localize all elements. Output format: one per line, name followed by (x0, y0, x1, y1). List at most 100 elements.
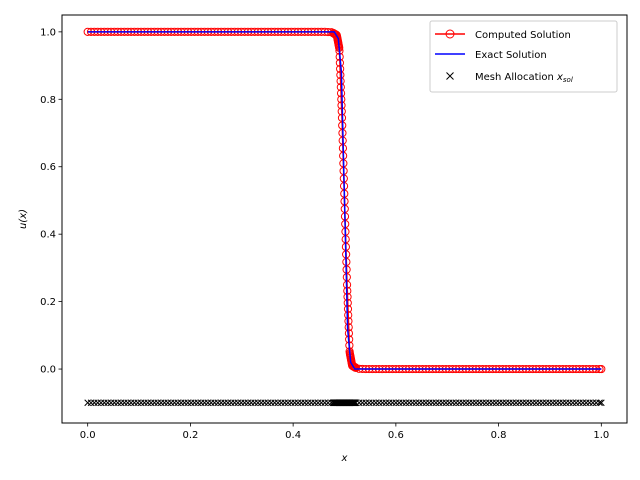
mesh-allocation-marker (536, 399, 543, 407)
mesh-allocation-marker (419, 399, 426, 407)
mesh-allocation-marker (385, 399, 393, 407)
mesh-allocation-marker (234, 399, 242, 407)
mesh-allocation-marker (314, 399, 322, 407)
computed-solution-marker (336, 70, 345, 80)
mesh-allocation-marker (539, 399, 547, 407)
mesh-allocation-marker (496, 399, 503, 407)
computed-solution-marker (344, 323, 353, 332)
legend-box (429, 20, 618, 93)
mesh-allocation-marker (164, 399, 172, 407)
mesh-allocation-marker (472, 399, 480, 407)
mesh-allocation-marker (399, 399, 406, 407)
mesh-allocation-marker (177, 399, 185, 407)
mesh-allocation-marker (151, 399, 158, 407)
mesh-allocation-marker (201, 399, 208, 407)
mesh-allocation-marker (442, 399, 450, 407)
mesh-allocation-marker (579, 399, 587, 407)
mesh-allocation-marker (586, 399, 593, 407)
mesh-allocation-marker (254, 399, 262, 407)
mesh-allocation-marker (566, 399, 573, 407)
mesh-allocation-marker (412, 399, 420, 407)
mesh-allocation-marker (479, 399, 487, 407)
computed-solution-marker (336, 76, 345, 86)
mesh-allocation-marker (91, 399, 98, 407)
mesh-allocation-marker (435, 399, 443, 407)
mesh-allocation-marker (559, 399, 567, 407)
mesh-allocation-marker (465, 399, 473, 407)
mesh-allocation-marker (101, 399, 108, 407)
mesh-allocation-marker (131, 399, 138, 407)
mesh-allocation-marker (264, 399, 272, 407)
mesh-allocation-marker (124, 399, 132, 407)
mesh-allocation-marker (389, 399, 396, 407)
mesh-allocation-marker (194, 399, 202, 407)
y-axis-label: u(x) (18, 209, 29, 229)
mesh-allocation-marker (556, 399, 563, 407)
mesh-allocation-marker (365, 399, 373, 407)
x-tick-label: 0.2 (182, 430, 198, 441)
mesh-allocation-marker (459, 399, 466, 407)
mesh-allocation-marker (127, 399, 135, 407)
mesh-allocation-marker (512, 399, 520, 407)
mesh-allocation-marker (572, 399, 580, 407)
mesh-allocation-marker (287, 399, 295, 407)
mesh-allocation-marker (516, 399, 523, 407)
y-tick-label: 0.4 (40, 230, 56, 241)
mesh-allocation-marker (589, 399, 597, 407)
mesh-allocation-marker (304, 399, 312, 407)
y-tick-label: 1.0 (40, 27, 56, 38)
mesh-allocation-marker (529, 399, 537, 407)
mesh-allocation-marker (134, 399, 142, 407)
mesh-allocation-marker (94, 399, 102, 407)
y-tick-label: 0.6 (40, 162, 56, 173)
mesh-allocation-marker (462, 399, 470, 407)
mesh-allocation-marker (97, 399, 105, 407)
mesh-allocation-marker (84, 399, 92, 407)
mesh-allocation-marker (392, 399, 400, 407)
mesh-allocation-marker (291, 399, 299, 407)
mesh-allocation-marker (576, 399, 583, 407)
mesh-allocation-marker (375, 399, 383, 407)
exact-solution-line (87, 31, 602, 370)
axes-frame (61, 14, 628, 424)
mesh-allocation-marker (452, 399, 460, 407)
mesh-allocation-marker (492, 399, 500, 407)
mesh-allocation-marker (294, 399, 302, 407)
mesh-allocation-marker (111, 399, 118, 407)
mesh-allocation-marker (221, 399, 228, 407)
y-axis-ticks: 0.0 0.2 0.4 0.6 0.8 1.0 (40, 27, 62, 376)
mesh-allocation-marker (161, 399, 168, 407)
mesh-allocation-marker (154, 399, 162, 407)
legend: Computed Solution Exact Solution Mesh Allo… (429, 20, 618, 93)
mesh-allocation-marker (526, 399, 533, 407)
mesh-allocation-marker (597, 399, 605, 407)
legend-mesh-label: Mesh Allocation xsol (475, 72, 573, 84)
x-tick-label: 0.6 (388, 430, 404, 441)
mesh-allocation-marker (509, 399, 517, 407)
mesh-allocation-marker (445, 399, 453, 407)
mesh-allocation-marker (469, 399, 477, 407)
mesh-allocation-marker (506, 399, 513, 407)
mesh-allocation-marker (157, 399, 165, 407)
legend-computed-label: Computed Solution (475, 30, 571, 41)
mesh-allocation-marker (227, 399, 235, 407)
mesh-allocation-marker (214, 399, 222, 407)
mesh-allocation-marker (224, 399, 232, 407)
mesh-allocation-marker (184, 399, 192, 407)
mesh-allocation-marker (499, 399, 507, 407)
mesh-allocation-marker (241, 399, 248, 407)
mesh-allocation-marker (582, 399, 590, 407)
mesh-allocation-marker (141, 399, 148, 407)
mesh-allocation-marker (485, 399, 493, 407)
mesh-allocation-marker (117, 399, 125, 407)
mesh-allocation-marker (267, 399, 275, 407)
mesh-allocation-marker (379, 399, 386, 407)
mesh-allocation-marker (552, 399, 560, 407)
mesh-allocation-marker (592, 399, 600, 407)
mesh-allocation-marker (251, 399, 258, 407)
x-tick-label: 0.8 (491, 430, 507, 441)
mesh-allocation-marker (362, 399, 370, 407)
mesh-allocation-marker (405, 399, 413, 407)
mesh-allocation-marker (321, 399, 329, 407)
mesh-allocation-marker (237, 399, 245, 407)
